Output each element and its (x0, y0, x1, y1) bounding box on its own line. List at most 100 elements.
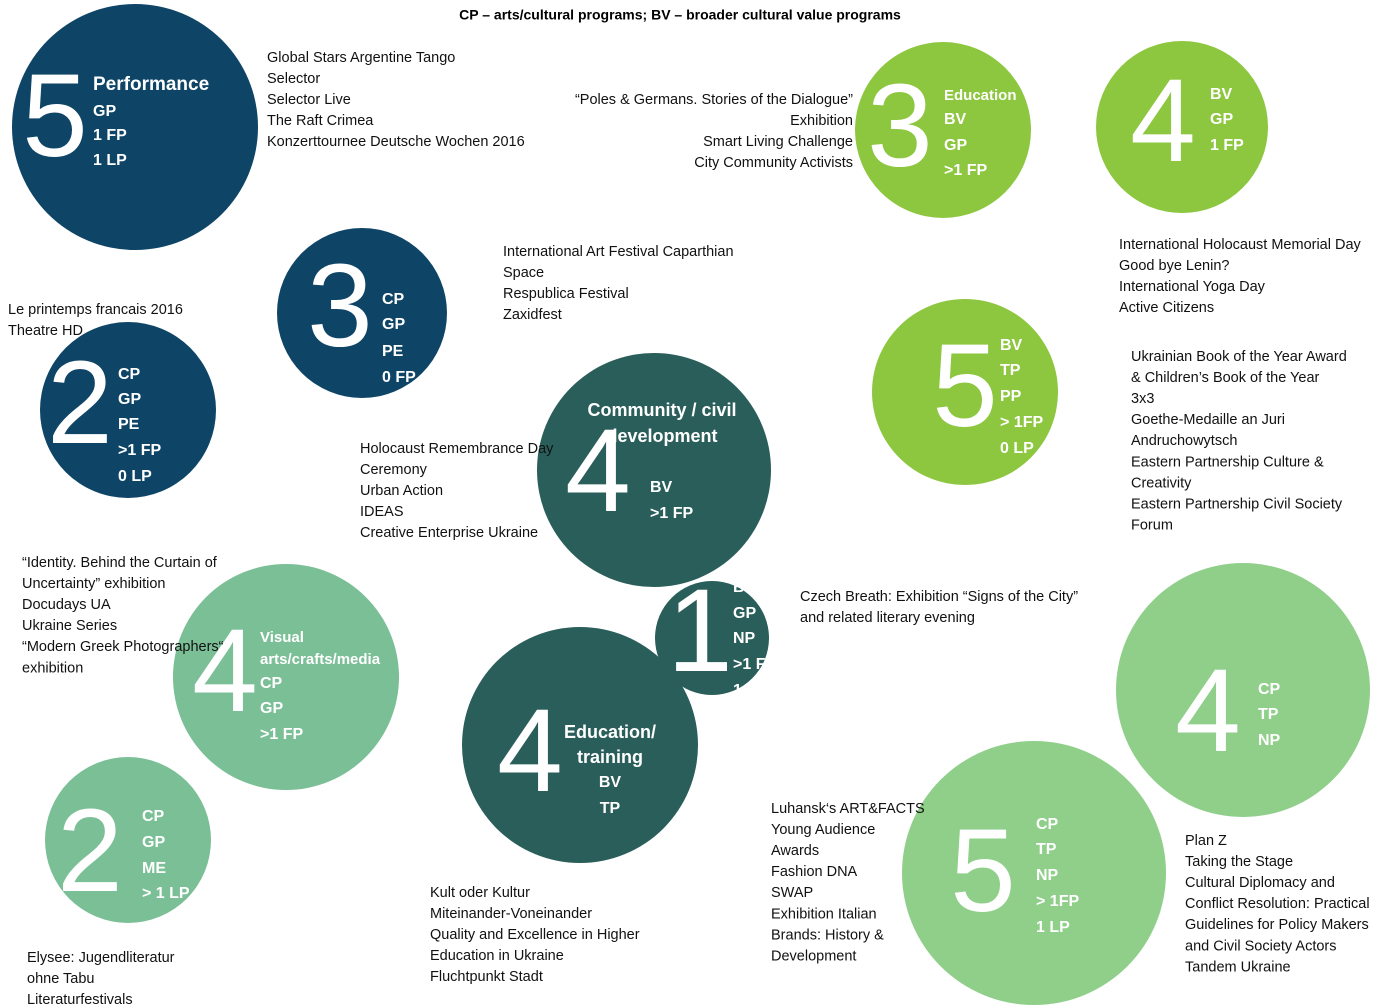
group-label: GP (944, 137, 967, 154)
group-label: > 1 LP (142, 885, 190, 902)
group-label: > 1FP (1036, 893, 1079, 910)
project-name: Eastern Partnership Culture & (1131, 454, 1324, 470)
project-name: Uncertainty” exhibition (22, 576, 165, 592)
project-name: Kult oder Kultur (430, 885, 530, 901)
group-label: PE (118, 416, 140, 433)
group-circle (872, 299, 1058, 485)
group-label: Visual (260, 629, 304, 646)
project-name: & Children’s Book of the Year (1131, 370, 1320, 386)
group-count: 3 (867, 60, 933, 192)
group-label: arts/crafts/media (260, 651, 381, 668)
project-name: Fashion DNA (771, 864, 858, 880)
project-name: “Poles & Germans. Stories of the Dialogu… (575, 92, 853, 108)
group-label: 1 FP (93, 127, 127, 144)
group-circle (537, 353, 771, 587)
group-count: 4 (565, 405, 631, 537)
legend-line: CP – arts/cultural programs; BV – broade… (459, 7, 901, 23)
group-label: development (606, 426, 717, 446)
group-count: 5 (22, 50, 88, 182)
group-circle (1116, 563, 1370, 817)
project-name: Elysee: Jugendliteratur (27, 950, 175, 966)
group-label: GP (733, 605, 756, 622)
group-label: >1 FP (118, 442, 161, 459)
project-name: Czech Breath: Exhibition “Signs of the C… (800, 589, 1078, 605)
group-label: ME (142, 860, 166, 877)
project-name: Literaturfestivals (27, 992, 133, 1008)
project-name: Plan Z (1185, 833, 1227, 849)
group-label: BV (599, 774, 622, 791)
group-label: GP (1210, 111, 1233, 128)
project-name: and Civil Society Actors (1185, 938, 1337, 954)
project-name: International Yoga Day (1119, 279, 1266, 295)
project-name: Luhansk‘s ART&FACTS (771, 801, 925, 817)
group-circle (45, 757, 211, 923)
project-name: Global Stars Argentine Tango (267, 50, 455, 66)
project-name: Le printemps francais 2016 (8, 302, 183, 318)
group-count: 2 (57, 785, 123, 917)
group-circle (40, 322, 216, 498)
group-label: GP (260, 700, 283, 717)
group-circle (462, 627, 698, 863)
group-circle (173, 564, 399, 790)
group-label: PP (1000, 388, 1022, 405)
group-label: CP (382, 291, 405, 308)
group-label: BV (1210, 86, 1233, 103)
group-label: >1 FP (260, 726, 303, 743)
group-label: GP (118, 391, 141, 408)
group-label: NP (1036, 867, 1059, 884)
project-name: “Identity. Behind the Curtain of (22, 555, 218, 571)
project-name: Goethe-Medaille an Juri (1131, 412, 1285, 428)
project-name: Miteinander-Voneinander (430, 906, 592, 922)
group-count: 4 (1175, 645, 1241, 777)
project-name: Ukrainian Book of the Year Award (1131, 349, 1347, 365)
project-name: Good bye Lenin? (1119, 258, 1229, 274)
project-name: Theatre HD (8, 323, 83, 339)
project-name: Young Audience (771, 822, 875, 838)
group-label: >1 FP (944, 162, 987, 179)
project-name: Quality and Excellence in Higher (430, 927, 640, 943)
group-label: GP (382, 316, 405, 333)
group-count: 4 (1130, 55, 1196, 187)
project-name: Forum (1131, 518, 1173, 534)
project-name: Space (503, 265, 544, 281)
group-label: 1 LP (1036, 919, 1070, 936)
project-name: Exhibition (790, 113, 853, 129)
project-name: Eastern Partnership Civil Society (1131, 497, 1343, 513)
group-label: BV (1000, 337, 1023, 354)
project-name: Guidelines for Policy Makers (1185, 917, 1369, 933)
group-label: CP (118, 366, 141, 383)
group-label: NP (733, 630, 756, 647)
group-label: TP (1000, 362, 1021, 379)
project-name: and related literary evening (800, 610, 975, 626)
group-count: 1 (667, 565, 733, 697)
project-name: “Modern Greek Photographers“ (22, 639, 224, 655)
group-label: NP (1258, 732, 1281, 749)
project-name: Zaxidfest (503, 307, 562, 323)
project-name: Conflict Resolution: Practical (1185, 896, 1370, 912)
project-name: International Holocaust Memorial Day (1119, 237, 1362, 253)
project-name: Tandem Ukraine (1185, 959, 1291, 975)
project-name: IDEAS (360, 504, 404, 520)
group-label: TP (1258, 706, 1279, 723)
project-name: Respublica Festival (503, 286, 629, 302)
project-name: Exhibition Italian (771, 906, 877, 922)
project-name: 3x3 (1131, 391, 1154, 407)
project-name: Fluchtpunkt Stadt (430, 969, 543, 985)
project-name: Selector (267, 71, 320, 87)
group-label: BV (733, 579, 756, 596)
project-name: SWAP (771, 885, 813, 901)
project-name: Ukraine Series (22, 618, 117, 634)
group-label: 0 LP (1000, 440, 1034, 457)
group-circle (277, 228, 447, 398)
project-name: Brands: History & (771, 927, 884, 943)
group-circle (902, 741, 1166, 1005)
group-circle (12, 4, 258, 250)
project-name: Creativity (1131, 475, 1192, 491)
project-name: Konzerttournee Deutsche Wochen 2016 (267, 134, 525, 150)
project-name: Andruchowytsch (1131, 433, 1237, 449)
project-name: The Raft Crimea (267, 113, 374, 129)
group-label: GP (93, 103, 116, 120)
group-label: CP (1258, 681, 1281, 698)
project-name: Holocaust Remembrance Day (360, 441, 554, 457)
group-label: CP (142, 808, 165, 825)
